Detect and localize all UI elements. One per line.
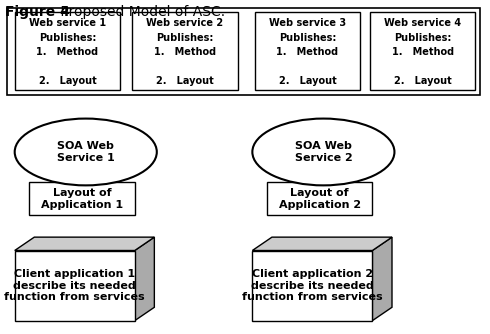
Polygon shape [252,237,392,250]
Ellipse shape [15,119,157,185]
Bar [29,182,135,215]
Text: Web service 4: Web service 4 [384,18,461,28]
Bar [15,12,120,90]
Text: 2.   Layout: 2. Layout [394,76,451,86]
Text: Publishes:: Publishes: [39,33,96,43]
Text: 1.   Method: 1. Method [276,47,339,57]
Bar [132,12,238,90]
Text: Publishes:: Publishes: [394,33,451,43]
Text: 2.   Layout: 2. Layout [39,76,96,86]
Text: 2.   Layout: 2. Layout [156,76,214,86]
Bar [370,12,475,90]
Text: 2.   Layout: 2. Layout [279,76,336,86]
Text: 1.   Method: 1. Method [154,47,216,57]
Text: Publishes:: Publishes: [156,33,214,43]
Bar [7,8,480,95]
Text: Layout of
Application 2: Layout of Application 2 [279,188,361,209]
Ellipse shape [252,119,394,185]
Bar [267,182,372,215]
Text: Client application 1
describe its needed
function from services: Client application 1 describe its needed… [4,269,145,302]
Text: Figure 4: Figure 4 [5,5,70,19]
Bar [255,12,360,90]
Text: Web service 1: Web service 1 [29,18,106,28]
Text: 1.   Method: 1. Method [392,47,454,57]
Text: Client application 2
describe its needed
function from services: Client application 2 describe its needed… [242,269,383,302]
Bar [15,250,135,321]
Polygon shape [15,237,154,250]
Bar [252,250,372,321]
Polygon shape [372,237,392,321]
Text: Web service 2: Web service 2 [147,18,223,28]
Text: Proposed Model of ASC.: Proposed Model of ASC. [56,5,225,19]
Text: SOA Web
Service 2: SOA Web Service 2 [294,141,352,163]
Text: Web service 3: Web service 3 [269,18,346,28]
Text: SOA Web
Service 1: SOA Web Service 1 [57,141,115,163]
Text: 1.   Method: 1. Method [36,47,98,57]
Text: Publishes:: Publishes: [279,33,336,43]
Polygon shape [135,237,154,321]
Text: Layout of
Application 1: Layout of Application 1 [41,188,123,209]
